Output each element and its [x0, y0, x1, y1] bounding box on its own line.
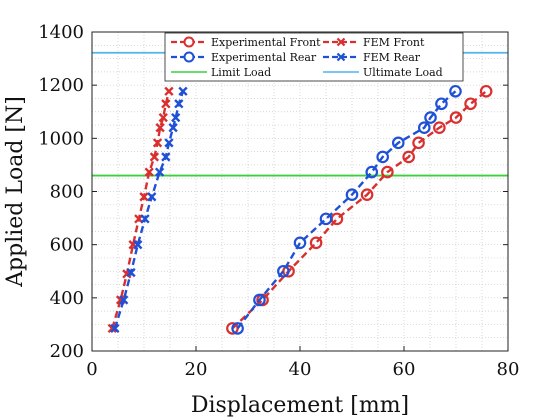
y-tick-label: 600: [50, 235, 84, 256]
data-point-fem-front: [164, 86, 174, 96]
legend-label-fem-front: FEM Front: [363, 36, 425, 49]
y-tick-label: 1000: [38, 128, 84, 149]
data-point-fem-rear: [119, 295, 129, 305]
legend-swatch-experimental-rear: [171, 51, 207, 63]
legend-swatch-experimental-front-marker: [183, 36, 195, 48]
data-point-experimental-front: [402, 150, 415, 164]
x-axis-title: Displacement [mm]: [191, 393, 409, 418]
x-tick-label: 60: [393, 359, 416, 380]
series-experimental-rear: [231, 84, 462, 335]
data-point-experimental-rear: [417, 121, 431, 134]
y-tick-label: 400: [50, 288, 84, 309]
legend-swatch-fem-front-marker: [336, 37, 346, 47]
legend-swatch-experimental-front: [171, 36, 207, 48]
series-line-experimental-rear: [236, 90, 457, 330]
data-point-experimental-front: [433, 121, 446, 134]
legend-label-experimental-rear: Experimental Rear: [211, 51, 317, 64]
data-point-fem-rear: [168, 123, 178, 133]
data-point-fem-rear: [174, 99, 184, 109]
legend-swatch-fem-rear-marker: [336, 52, 346, 62]
y-tick-label: 800: [50, 182, 84, 203]
data-point-fem-rear: [126, 267, 136, 278]
data-point-experimental-front: [360, 188, 374, 201]
series-layer: [107, 84, 493, 335]
data-point-fem-rear: [171, 112, 181, 123]
data-point-experimental-front: [464, 97, 477, 111]
data-point-experimental-rear: [365, 165, 379, 179]
data-point-experimental-rear: [277, 264, 290, 278]
legend-label-experimental-front: Experimental Front: [211, 36, 321, 49]
data-point-fem-rear: [147, 192, 157, 202]
legend-swatches: [171, 36, 359, 73]
axes-layer: 0 20 40 60 80 200 400 600 800 1000 1200 1400: [38, 22, 519, 380]
data-point-experimental-front: [226, 322, 239, 335]
data-point-experimental-rear: [293, 236, 307, 250]
data-point-fem-rear: [154, 167, 165, 177]
data-point-experimental-front: [381, 165, 394, 179]
data-point-experimental-rear: [319, 212, 333, 226]
x-tick-label: 20: [185, 359, 208, 380]
data-point-fem-front: [155, 123, 165, 133]
data-point-fem-rear: [161, 152, 171, 162]
x-tick-label: 80: [497, 359, 520, 380]
y-tick-label: 200: [50, 341, 84, 362]
legend-label-fem-rear: FEM Rear: [363, 51, 421, 64]
x-tick-label: 0: [86, 359, 97, 380]
data-point-experimental-front: [449, 111, 463, 124]
legend-swatch-experimental-rear-marker: [183, 51, 195, 63]
data-point-experimental-rear: [435, 97, 448, 111]
data-point-fem-rear: [110, 323, 120, 334]
data-point-fem-rear: [133, 240, 143, 250]
legend-label-ultimate-load: Ultimate Load: [363, 66, 443, 79]
series-fem-front: [107, 86, 174, 334]
data-point-experimental-rear: [345, 188, 359, 201]
data-point-fem-front: [139, 192, 149, 202]
data-point-fem-rear: [164, 138, 174, 148]
data-point-fem-rear: [140, 214, 150, 224]
legend: Experimental Front Experimental Rear Lim…: [164, 32, 464, 82]
data-point-fem-front: [161, 99, 171, 109]
legend-label-limit-load: Limit Load: [211, 66, 271, 79]
legend-swatch-fem-front: [323, 37, 359, 47]
x-tick-label: 40: [289, 359, 312, 380]
y-tick-label: 1200: [38, 75, 84, 96]
data-point-experimental-rear: [376, 150, 389, 164]
data-point-fem-front: [144, 167, 154, 177]
data-point-experimental-front: [479, 84, 493, 98]
data-point-experimental-rear: [424, 111, 437, 124]
data-point-experimental-rear: [253, 293, 266, 307]
data-point-experimental-front: [412, 136, 425, 150]
series-fem-rear: [110, 86, 188, 334]
data-point-experimental-rear: [231, 322, 244, 335]
data-point-experimental-front: [282, 264, 295, 278]
data-point-fem-front: [152, 138, 163, 148]
data-point-experimental-rear: [449, 84, 462, 98]
data-point-fem-front: [158, 112, 168, 123]
legend-swatch-fem-rear: [323, 52, 359, 62]
data-point-fem-rear: [178, 86, 188, 96]
y-tick-label: 1400: [38, 22, 84, 43]
data-point-experimental-front: [309, 236, 323, 250]
legend-box: [164, 32, 464, 82]
data-point-experimental-rear: [391, 136, 405, 150]
data-point-fem-front: [149, 152, 160, 162]
y-axis-title: Applied Load [N]: [3, 96, 28, 288]
